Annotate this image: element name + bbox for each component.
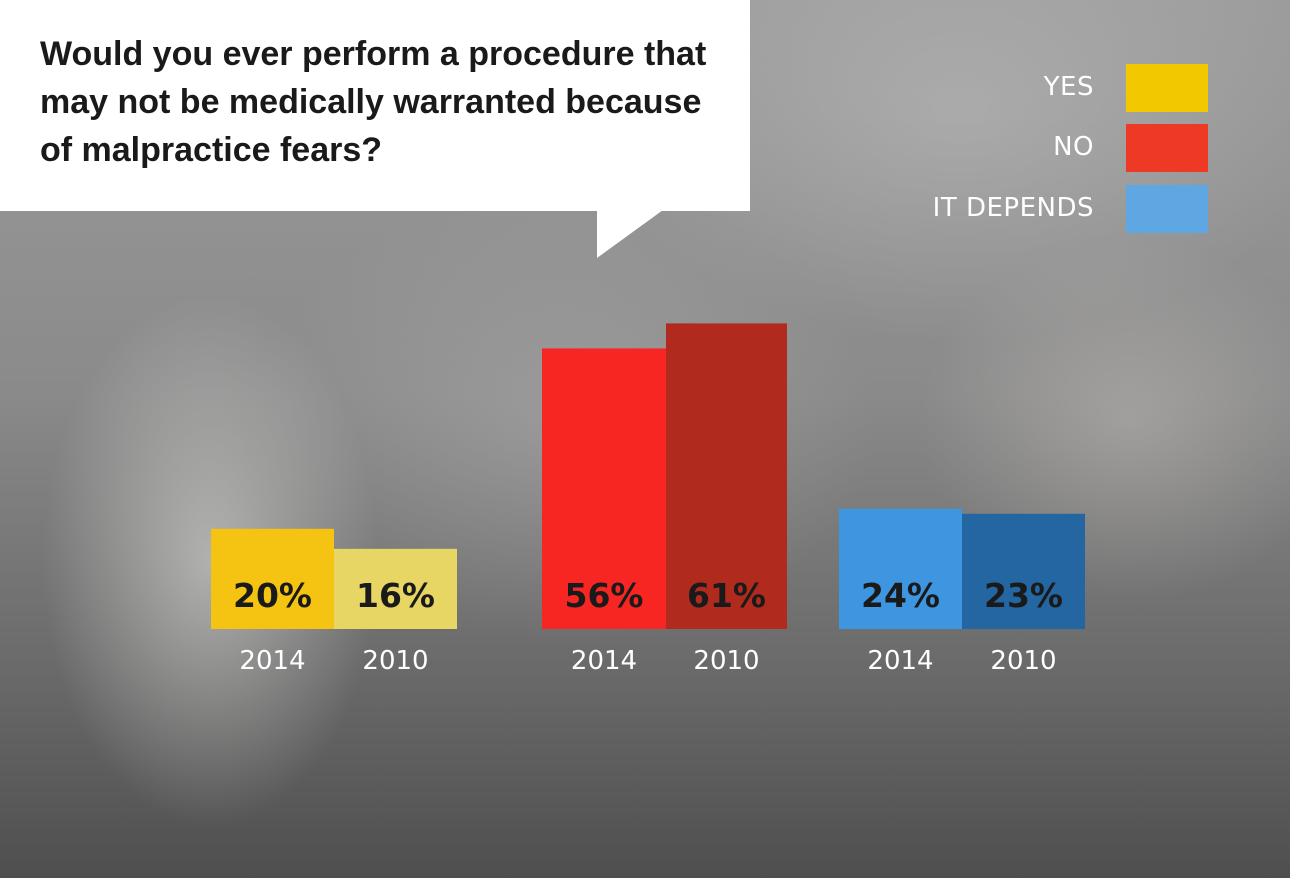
year-label-no-2014: 2014 xyxy=(571,646,637,676)
year-label-yes-2014: 2014 xyxy=(239,646,305,676)
year-label-it-depends-2014: 2014 xyxy=(867,646,933,676)
legend-swatch-no xyxy=(1126,124,1208,172)
value-label-yes-2010: 16% xyxy=(356,576,435,615)
question-bubble: Would you ever perform a procedure that … xyxy=(0,0,750,211)
legend-swatch-it-depends xyxy=(1126,185,1208,233)
year-label-no-2010: 2010 xyxy=(693,646,759,676)
bar-no-2014 xyxy=(542,348,666,629)
bar-yes-2014 xyxy=(211,528,334,629)
bar-it-depends-2014 xyxy=(839,508,962,629)
year-label-yes-2010: 2010 xyxy=(362,646,428,676)
legend-swatch-yes xyxy=(1126,64,1208,112)
value-label-no-2014: 56% xyxy=(565,576,644,615)
legend-label-no: NO xyxy=(1053,132,1094,162)
value-label-it-depends-2010: 23% xyxy=(984,576,1063,615)
bar-it-depends-2010 xyxy=(962,513,1085,629)
bar-no-2010 xyxy=(666,323,787,629)
legend-label-yes: YES xyxy=(1043,72,1094,102)
bar-yes-2010 xyxy=(334,548,457,629)
value-label-it-depends-2014: 24% xyxy=(861,576,940,615)
legend-label-it-depends: IT DEPENDS xyxy=(932,193,1094,223)
value-label-yes-2014: 20% xyxy=(233,576,312,615)
year-label-it-depends-2010: 2010 xyxy=(990,646,1056,676)
speech-bubble-tail xyxy=(597,210,663,258)
value-label-no-2010: 61% xyxy=(687,576,766,615)
question-text: Would you ever perform a procedure that … xyxy=(40,35,707,169)
